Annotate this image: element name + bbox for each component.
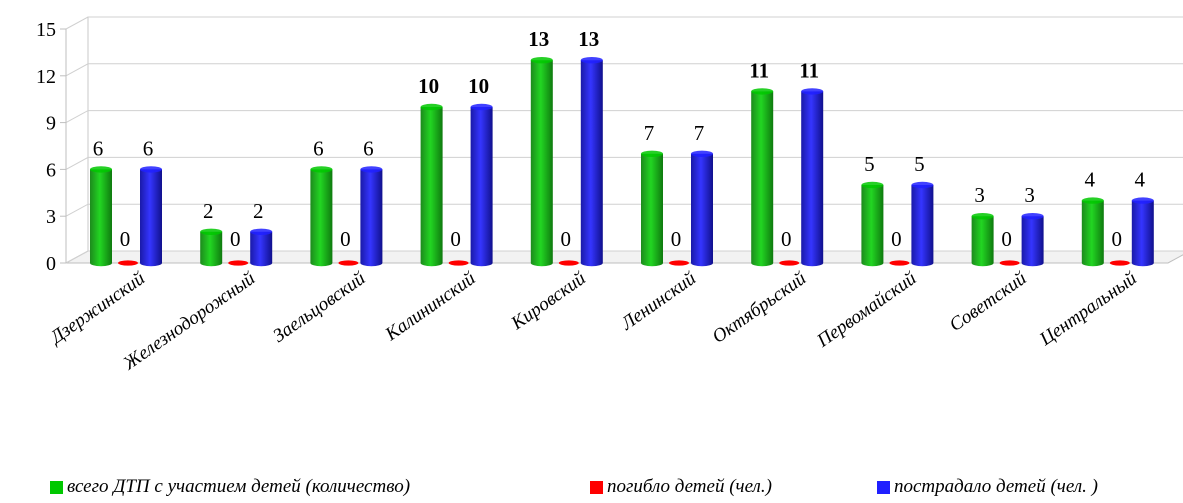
bar-killed — [448, 260, 469, 266]
x-category-label: Октябрьский — [709, 268, 811, 348]
bar-total — [530, 57, 553, 267]
legend-label-total: всего ДТП с участием детей (количество) — [67, 476, 411, 497]
data-label-injured: 5 — [914, 152, 925, 176]
bar-total — [751, 88, 774, 267]
x-category-label: Кировский — [507, 268, 590, 335]
bars-layer — [90, 57, 1154, 267]
bar-killed — [338, 260, 359, 266]
x-category-label: Калининский — [381, 268, 480, 346]
bar-injured — [140, 166, 162, 267]
y-tick-label: 0 — [46, 253, 56, 275]
bar-killed — [779, 260, 800, 266]
bar-injured — [360, 166, 383, 267]
data-label-injured: 13 — [578, 27, 599, 51]
y-tick-label: 12 — [36, 66, 56, 88]
bar-injured — [470, 103, 493, 267]
bar-injured — [691, 150, 713, 267]
bar-injured — [250, 228, 273, 267]
data-label-total: 2 — [203, 199, 214, 223]
bar-killed — [1109, 260, 1130, 266]
y-tick-label: 3 — [46, 206, 56, 228]
grid-layer — [65, 16, 1183, 264]
legend-swatch-green — [50, 480, 63, 494]
y-tick-label: 15 — [36, 19, 56, 41]
bar-killed — [228, 260, 249, 266]
data-label-total: 4 — [1085, 168, 1096, 192]
gridline — [65, 156, 1183, 170]
y-tick-label: 9 — [46, 113, 56, 135]
legend-item-killed: погибло детей (чел.) — [590, 476, 772, 498]
data-label-killed: 0 — [891, 227, 902, 251]
bar-total — [310, 166, 333, 267]
x-category-label: Ленинский — [617, 268, 701, 335]
y-tick-label: 6 — [46, 159, 56, 181]
data-label-killed: 0 — [1112, 227, 1123, 251]
data-label-injured: 7 — [694, 121, 705, 145]
data-label-total: 11 — [749, 58, 769, 82]
data-label-injured: 10 — [468, 74, 489, 98]
bar-killed — [889, 260, 910, 266]
gridline — [65, 16, 1183, 30]
x-category-label: Центральный — [1035, 268, 1141, 351]
data-label-killed: 0 — [671, 227, 682, 251]
data-label-total: 5 — [864, 152, 875, 176]
bar-total — [971, 213, 994, 267]
data-label-killed: 0 — [450, 227, 461, 251]
bar-total — [90, 166, 112, 267]
data-label-injured: 4 — [1135, 168, 1146, 192]
bar-total — [861, 181, 884, 267]
bar-killed — [558, 260, 579, 266]
bar-injured — [801, 88, 824, 267]
bar-killed — [669, 260, 689, 266]
bar-injured — [1021, 213, 1044, 267]
bar-injured — [1131, 197, 1154, 267]
gridline — [65, 110, 1183, 124]
bar-total — [641, 150, 663, 267]
legend-swatch-blue — [877, 480, 890, 494]
bar-killed — [118, 260, 138, 266]
gridline — [65, 203, 1183, 217]
data-label-killed: 0 — [120, 227, 131, 251]
x-category-label: Дзержинский — [45, 268, 149, 350]
data-label-total: 13 — [528, 27, 549, 51]
data-label-injured: 6 — [363, 136, 374, 160]
data-label-total: 6 — [93, 136, 104, 160]
data-label-total: 7 — [644, 121, 655, 145]
bar-injured — [911, 181, 934, 267]
data-label-injured: 6 — [143, 136, 154, 160]
data-label-killed: 0 — [340, 227, 351, 251]
data-label-total: 6 — [313, 136, 324, 160]
data-label-injured: 2 — [253, 199, 264, 223]
bar-total — [1081, 197, 1104, 267]
bar-injured — [580, 57, 603, 267]
legend-label-injured: пострадало детей (чел. ) — [894, 476, 1098, 497]
x-category-label: Заельцовский — [269, 268, 369, 347]
legend-item-injured: пострадало детей (чел. ) — [877, 476, 1098, 498]
legend-item-total: всего ДТП с участием детей (количество) — [50, 476, 410, 498]
gridline — [65, 63, 1183, 77]
data-label-killed: 0 — [561, 227, 572, 251]
data-label-killed: 0 — [781, 227, 792, 251]
data-label-injured: 11 — [799, 58, 819, 82]
legend: всего ДТП с участием детей (количество) … — [0, 476, 1183, 503]
y-axis: 0 3 6 9 12 15 — [36, 19, 67, 275]
x-category-label: Первомайский — [812, 268, 920, 353]
data-label-killed: 0 — [1001, 227, 1012, 251]
data-label-killed: 0 — [230, 227, 241, 251]
bar-killed — [999, 260, 1020, 266]
bar-total — [420, 103, 443, 267]
data-label-injured: 3 — [1024, 183, 1035, 207]
x-category-label: Советский — [946, 268, 1031, 336]
bar-total — [200, 228, 223, 267]
legend-swatch-red — [590, 480, 603, 494]
data-label-total: 10 — [418, 74, 439, 98]
legend-label-killed: погибло детей (чел.) — [607, 476, 772, 497]
data-label-total: 3 — [974, 183, 985, 207]
